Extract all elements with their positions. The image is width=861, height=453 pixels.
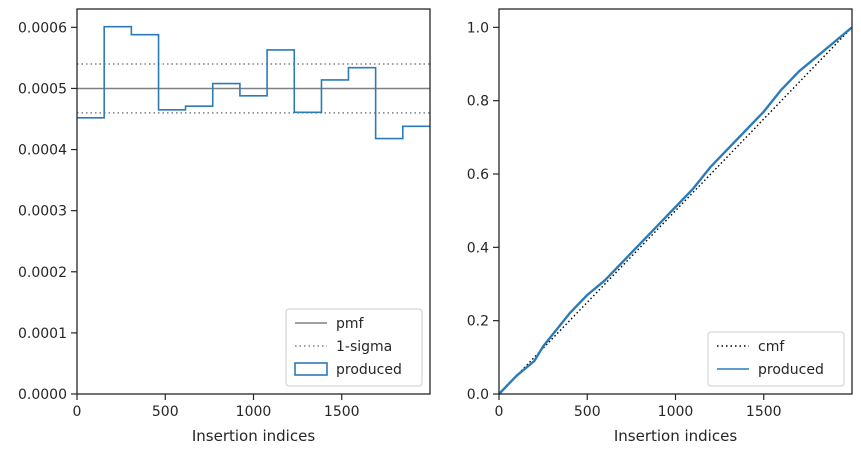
legend: cmf produced [707, 331, 845, 387]
y-tick-label: 0.2 [467, 314, 489, 330]
legend-label-cmf: cmf [758, 339, 785, 355]
legend-box [707, 331, 845, 387]
legend-label-produced: produced [336, 362, 402, 378]
x-tick-label: 1000 [658, 404, 694, 420]
x-tick-label: 1500 [746, 404, 782, 420]
y-tick-label: 0.0005 [18, 81, 67, 97]
x-tick-label: 500 [152, 404, 179, 420]
x-tick-label: 500 [574, 404, 601, 420]
y-tick-label: 1.0 [467, 20, 489, 36]
y-tick-label: 0.4 [467, 240, 489, 256]
x-axis-label: Insertion indices [614, 427, 737, 445]
y-tick-label: 0.0003 [18, 204, 67, 220]
produced-step-line [77, 25, 430, 140]
y-tick-label: 0.8 [467, 94, 489, 110]
legend-label-produced: produced [758, 362, 824, 378]
y-tick-label: 0.0004 [18, 143, 67, 159]
x-tick-label: 1500 [324, 404, 360, 420]
legend: pmf 1-sigma produced [285, 308, 423, 387]
y-tick-label: 0.0006 [18, 20, 67, 36]
chart-panel-2: 0 500 1000 1500 0.0 0.2 0.4 0.6 0.8 1.0 Insertion … [467, 8, 853, 445]
produced-cumulative-line [498, 26, 853, 395]
y-tick-label: 0.0 [467, 387, 489, 403]
y-tick-label: 0.0002 [18, 265, 67, 281]
y-tick-label: 0.0001 [18, 326, 67, 342]
legend-swatch-produced [294, 362, 328, 376]
y-tick-label: 0.6 [467, 167, 489, 183]
x-axis-label: Insertion indices [192, 427, 315, 445]
legend-box [285, 308, 423, 387]
legend-label-pmf: pmf [336, 316, 365, 332]
x-tick-label: 0 [73, 404, 82, 420]
chart-panel-1: 0 500 1000 1500 0.0000 0.0001 0.0002 0.0003 0.00… [18, 8, 431, 445]
y-tick-label: 0.0000 [18, 387, 67, 403]
cmf-line [498, 26, 853, 395]
x-tick-label: 0 [495, 404, 504, 420]
x-tick-label: 1000 [236, 404, 272, 420]
legend-label-1-sigma: 1-sigma [336, 339, 392, 355]
